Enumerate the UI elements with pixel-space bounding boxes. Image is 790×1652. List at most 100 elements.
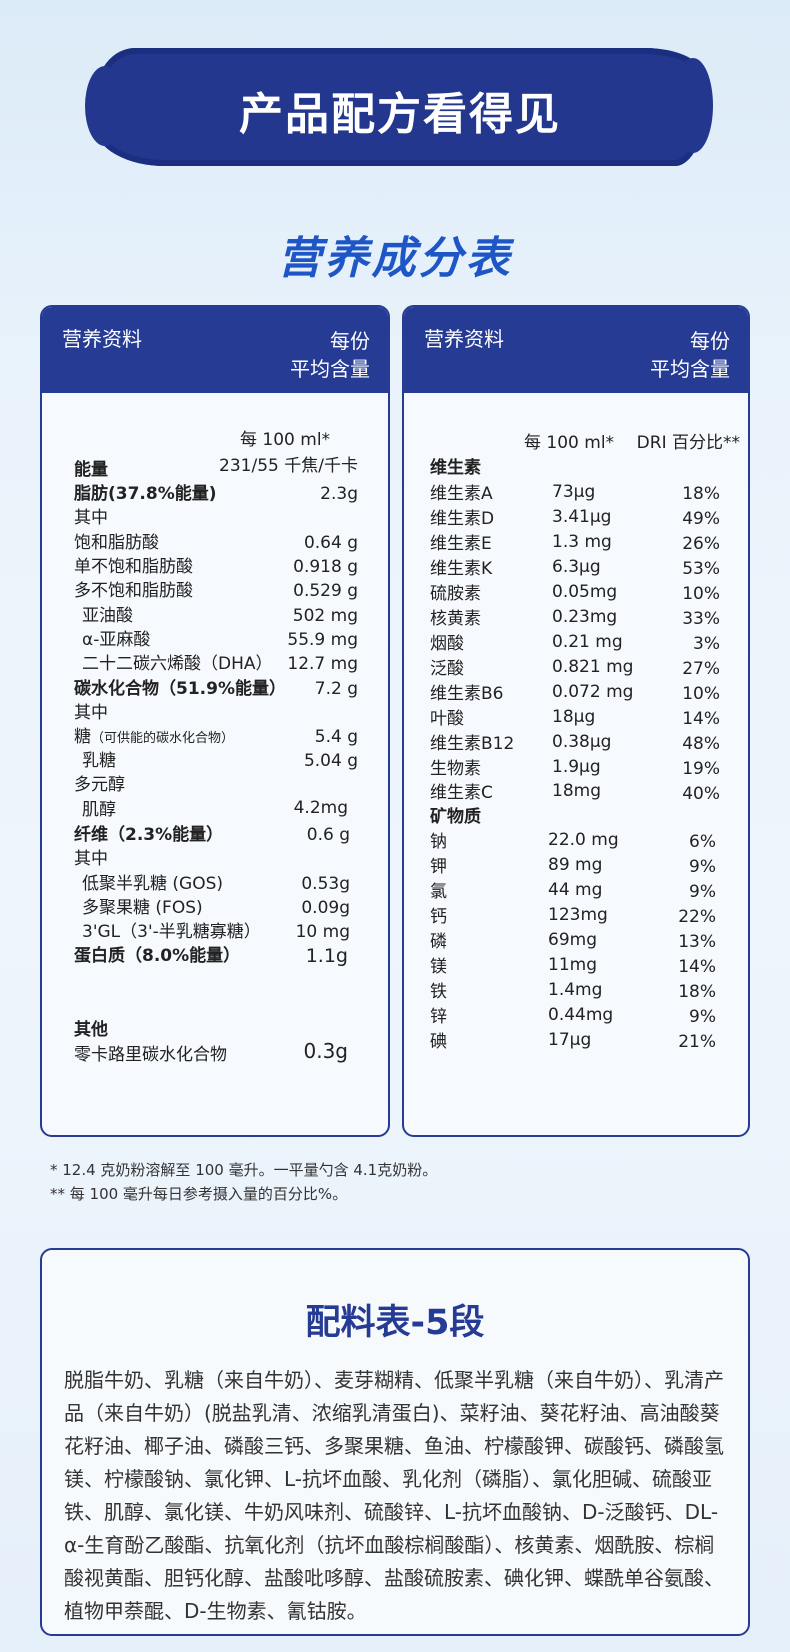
row-label: 铁 <box>430 982 447 1002</box>
row-value: 1.3 mg <box>552 532 612 552</box>
ingredients-box: 配料表-5段 脱脂牛奶、乳糖（来自牛奶）、麦芽糊精、低聚半乳糖（来自牛奶）、乳清… <box>40 1248 750 1636</box>
row-label: 氯 <box>430 882 447 902</box>
row-value: 0.918 g <box>293 557 358 577</box>
row-label: 乳糖 <box>82 751 116 771</box>
row-label: 肌醇 <box>82 800 116 820</box>
row-label: 多不饱和脂肪酸 <box>74 581 193 601</box>
panel-header: 营养资料 每份 平均含量 <box>42 307 388 393</box>
nutrition-table-title: 营养成分表 <box>277 233 513 284</box>
row-dri: 14% <box>682 709 720 729</box>
row-dri: 27% <box>682 659 720 679</box>
row-value: 123mg <box>548 905 608 925</box>
row-dri: 6% <box>689 832 716 852</box>
row-label: 泛酸 <box>430 659 464 679</box>
row-value: 22.0 mg <box>548 830 619 850</box>
header-label: 营养资料 <box>424 327 504 351</box>
footnote-2: ** 每 100 毫升每日参考摄入量的百分比%。 <box>50 1185 348 1203</box>
row-label: 糖（可供能的碳水化合物） <box>74 726 234 750</box>
row-label: 饱和脂肪酸 <box>74 533 159 553</box>
header-average: 平均含量 <box>290 357 370 381</box>
ingredients-text: 脱脂牛奶、乳糖（来自牛奶）、麦芽糊精、低聚半乳糖（来自牛奶）、乳清产品（来自牛奶… <box>64 1368 724 1623</box>
footnote-1: * 12.4 克奶粉溶解至 100 毫升。一平量勺含 4.1克奶粉。 <box>50 1161 438 1179</box>
row-label: 硫胺素 <box>430 584 481 604</box>
row-value: 0.05mg <box>552 582 618 602</box>
row-value: 17μg <box>548 1030 592 1050</box>
header-label: 营养资料 <box>62 327 142 351</box>
row-value: 231/55 千焦/千卡 <box>219 456 358 476</box>
header-average: 平均含量 <box>650 357 730 381</box>
row-value: 18mg <box>552 781 601 801</box>
row-value: 1.4mg <box>548 980 603 1000</box>
row-label: 其中 <box>74 703 108 723</box>
row-value: 0.072 mg <box>552 682 634 702</box>
banner-title: 产品配方看得见 <box>239 89 561 140</box>
row-value: 0.64 g <box>303 533 358 553</box>
row-value: 5.04 g <box>303 751 358 771</box>
vitamin-heading: 维生素 <box>430 458 481 478</box>
row-label: 镁 <box>430 957 447 977</box>
row-label: 维生素D <box>430 509 495 529</box>
row-value: 73μg <box>552 482 596 502</box>
row-value: 0.6 g <box>306 825 350 845</box>
row-value: 3.41μg <box>552 507 612 527</box>
row-label: 钾 <box>430 857 447 877</box>
row-value: 502 mg <box>292 606 358 626</box>
row-value: 0.44mg <box>548 1005 614 1025</box>
ingredients-title: 配料表-5段 <box>305 1303 485 1343</box>
row-dri: 13% <box>678 932 716 952</box>
row-value: 89 mg <box>548 855 603 875</box>
row-dri: 53% <box>682 559 720 579</box>
row-dri: 9% <box>689 857 716 877</box>
row-dri: 22% <box>678 907 716 927</box>
row-label: 多元醇 <box>74 775 125 795</box>
row-label: 脂肪(37.8%能量) <box>74 484 217 504</box>
row-label: 碳水化合物（51.9%能量） <box>74 679 286 699</box>
row-label-text: 糖 <box>74 727 91 747</box>
row-dri: 19% <box>682 759 720 779</box>
per-100ml-label: 每 100 ml* <box>524 433 615 453</box>
row-dri: 10% <box>682 584 720 604</box>
nutrition-panel-right: 营养资料 每份 平均含量 每 100 ml* DRI 百分比** 维生素 维生素… <box>402 305 750 1137</box>
row-note: （可供能的碳水化合物） <box>91 731 235 746</box>
row-value: 1.9μg <box>552 757 601 777</box>
row-value: 11mg <box>548 955 597 975</box>
row-label: 纤维（2.3%能量） <box>74 825 224 845</box>
row-label: 维生素B6 <box>430 684 504 704</box>
row-label: 维生素C <box>430 783 493 803</box>
row-dri: 18% <box>682 484 720 504</box>
row-dri: 18% <box>678 982 716 1002</box>
row-dri: 9% <box>689 1007 716 1027</box>
row-label: 锌 <box>430 1007 447 1027</box>
row-value: 44 mg <box>548 880 603 900</box>
row-label: 能量 <box>74 460 108 480</box>
row-label: 3'GL（3'-半乳糖寡糖） <box>82 922 261 942</box>
row-value: 2.3g <box>320 484 358 504</box>
row-dri: 10% <box>682 684 720 704</box>
row-label: 低聚半乳糖 (GOS) <box>82 874 224 894</box>
row-value: 0.821 mg <box>552 657 634 677</box>
row-dri: 26% <box>682 534 720 554</box>
row-label: 二十二碳六烯酸（DHA） <box>82 654 273 674</box>
header-per-serving: 每份 <box>690 329 730 353</box>
row-dri: 14% <box>678 957 716 977</box>
row-label: 多聚果糖 (FOS) <box>82 898 203 918</box>
row-label: 磷 <box>430 932 447 952</box>
row-value: 0.53g <box>301 874 350 894</box>
row-value: 18μg <box>552 707 596 727</box>
row-value: 0.38μg <box>552 732 612 752</box>
row-label: 碘 <box>430 1032 447 1052</box>
per-100ml-label: 每 100 ml* <box>240 430 331 450</box>
mineral-heading: 矿物质 <box>430 807 481 827</box>
row-value: 7.2 g <box>314 679 358 699</box>
row-value: 0.3g <box>303 1039 348 1063</box>
row-label: 维生素E <box>430 534 492 554</box>
header-per-serving: 每份 <box>330 329 370 353</box>
row-value: 1.1g <box>305 945 348 967</box>
row-label: 维生素B12 <box>430 734 515 754</box>
row-label: 钠 <box>430 832 447 852</box>
row-value: 55.9 mg <box>287 630 358 650</box>
row-label: 钙 <box>430 907 447 927</box>
row-label: α-亚麻酸 <box>82 630 151 650</box>
row-label: 其中 <box>74 508 108 528</box>
row-label: 其他 <box>74 1020 108 1040</box>
